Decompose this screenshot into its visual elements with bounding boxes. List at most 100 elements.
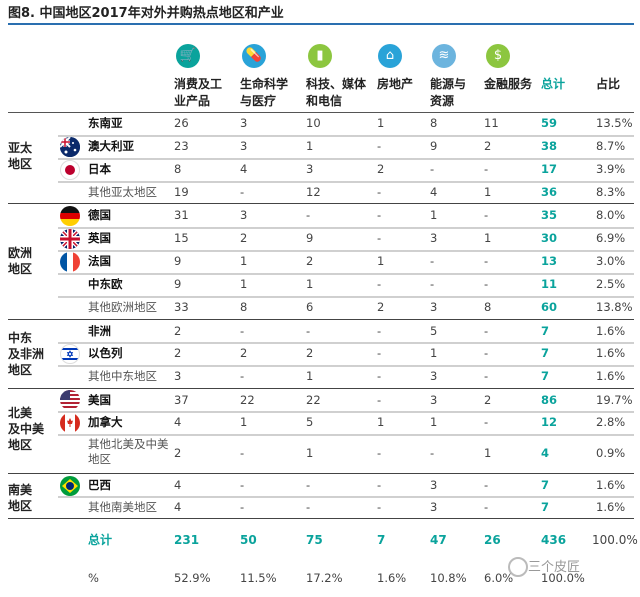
row-divider bbox=[58, 496, 634, 498]
cell: - bbox=[240, 446, 245, 460]
cell: - bbox=[484, 324, 489, 338]
cell: 6.0% bbox=[484, 571, 514, 585]
col-header-real-estate: 房地产 bbox=[377, 77, 414, 91]
group-divider bbox=[8, 388, 634, 389]
watermark: 三个皮匠 bbox=[528, 560, 581, 575]
cell: - bbox=[484, 478, 489, 492]
table-row: 东南亚 26 3 10 1 8 11 59 13.5% bbox=[0, 112, 640, 135]
col-header-tmt: 科技、媒体 和电信 bbox=[306, 77, 367, 108]
cell: 1 bbox=[484, 231, 492, 245]
cell: 12 bbox=[306, 185, 321, 199]
cell: 50 bbox=[240, 533, 257, 547]
cell: 231 bbox=[174, 533, 200, 547]
cell: - bbox=[377, 446, 382, 460]
cell-total: 7 bbox=[541, 324, 550, 338]
cell: - bbox=[240, 324, 245, 338]
cell-total: 38 bbox=[541, 139, 558, 153]
pill-icon: 💊 bbox=[242, 44, 266, 68]
cell: 4 bbox=[430, 185, 438, 199]
row-name: 其他欧洲地区 bbox=[88, 300, 157, 314]
cell: 8 bbox=[430, 116, 438, 130]
cell-total: 30 bbox=[541, 231, 558, 245]
cell: 2 bbox=[484, 139, 492, 153]
cell: - bbox=[484, 277, 489, 291]
col-header-energy: 能源与 资源 bbox=[430, 77, 467, 108]
cell-total: 7 bbox=[541, 478, 550, 492]
cell: 9 bbox=[174, 254, 182, 268]
cell: 10.8% bbox=[430, 571, 467, 585]
israel-flag-icon bbox=[60, 344, 80, 364]
row-divider bbox=[58, 158, 634, 160]
cell-share: 3.9% bbox=[596, 162, 626, 176]
cell: - bbox=[377, 185, 382, 199]
cell-share: 8.0% bbox=[596, 208, 626, 222]
cell: - bbox=[377, 393, 382, 407]
row-name: 巴西 bbox=[88, 478, 111, 492]
col-header-life-science: 生命科学 与医疗 bbox=[240, 77, 289, 108]
group-divider bbox=[8, 319, 634, 320]
cell-total: 12 bbox=[541, 415, 558, 429]
cell: 1 bbox=[306, 369, 314, 383]
cell: 3 bbox=[174, 369, 182, 383]
totals-row: 总计 231 50 75 7 47 26 436 100.0% bbox=[0, 528, 640, 552]
cell: 2 bbox=[484, 393, 492, 407]
row-name: 法国 bbox=[88, 254, 111, 268]
cell: - bbox=[484, 415, 489, 429]
cell-total: 36 bbox=[541, 185, 558, 199]
cell: 1 bbox=[377, 116, 385, 130]
cell: - bbox=[430, 277, 435, 291]
row-name: 中东欧 bbox=[88, 277, 123, 291]
totals-label: 总计 bbox=[88, 533, 113, 547]
group-divider bbox=[8, 203, 634, 204]
cell: 1 bbox=[430, 346, 438, 360]
cell: 2 bbox=[306, 254, 314, 268]
cell: 33 bbox=[174, 300, 189, 314]
table-row: 中东欧 9 1 1 - - - 11 2.5% bbox=[0, 273, 640, 296]
cell: 9 bbox=[174, 277, 182, 291]
cell: 4 bbox=[240, 162, 248, 176]
table-row: 澳大利亚 23 3 1 - 9 2 38 8.7% bbox=[0, 135, 640, 158]
cell: 11.5% bbox=[240, 571, 277, 585]
row-name: 其他北美及中美地区 bbox=[88, 437, 169, 466]
cell: 1 bbox=[377, 415, 385, 429]
cell: 4 bbox=[174, 415, 182, 429]
cell: 37 bbox=[174, 393, 189, 407]
cell-share: 8.7% bbox=[596, 139, 626, 153]
cell: - bbox=[377, 139, 382, 153]
cell: - bbox=[484, 162, 489, 176]
cell: 1 bbox=[484, 185, 492, 199]
cell: - bbox=[377, 208, 382, 222]
cell: - bbox=[484, 254, 489, 268]
row-name: 其他亚太地区 bbox=[88, 185, 157, 199]
row-divider bbox=[58, 365, 634, 367]
cell: 9 bbox=[430, 139, 438, 153]
cell: - bbox=[430, 446, 435, 460]
cell: 2 bbox=[174, 446, 182, 460]
cell: 1 bbox=[306, 446, 314, 460]
cell-share: 2.5% bbox=[596, 277, 626, 291]
header-rule bbox=[8, 112, 634, 113]
cell-share: 2.8% bbox=[596, 415, 626, 429]
table-row: 非洲 2 - - - 5 - 7 1.6% bbox=[0, 320, 640, 343]
cell-total: 35 bbox=[541, 208, 558, 222]
region-europe: 欧洲 地区 bbox=[8, 246, 33, 276]
japan-flag-icon bbox=[60, 160, 80, 180]
cell-total: 60 bbox=[541, 300, 558, 314]
cell: 2 bbox=[377, 300, 385, 314]
cell: 4 bbox=[174, 500, 182, 514]
cell: 1 bbox=[306, 139, 314, 153]
table-row: 其他欧洲地区 33 8 6 2 3 8 60 13.8% bbox=[0, 296, 640, 319]
cell: 3 bbox=[430, 393, 438, 407]
cell: 23 bbox=[174, 139, 189, 153]
cell: - bbox=[377, 324, 382, 338]
cell: 3 bbox=[240, 116, 248, 130]
cell-total: 4 bbox=[541, 446, 550, 460]
cell: 5 bbox=[306, 415, 314, 429]
australia-flag-icon bbox=[60, 137, 80, 157]
cell: 3 bbox=[430, 231, 438, 245]
house-icon: ⌂ bbox=[378, 44, 402, 68]
cell: 1 bbox=[484, 446, 492, 460]
cell-share: 1.6% bbox=[596, 324, 626, 338]
energy-icon: ≋ bbox=[432, 44, 456, 68]
uk-flag-icon bbox=[60, 229, 80, 249]
